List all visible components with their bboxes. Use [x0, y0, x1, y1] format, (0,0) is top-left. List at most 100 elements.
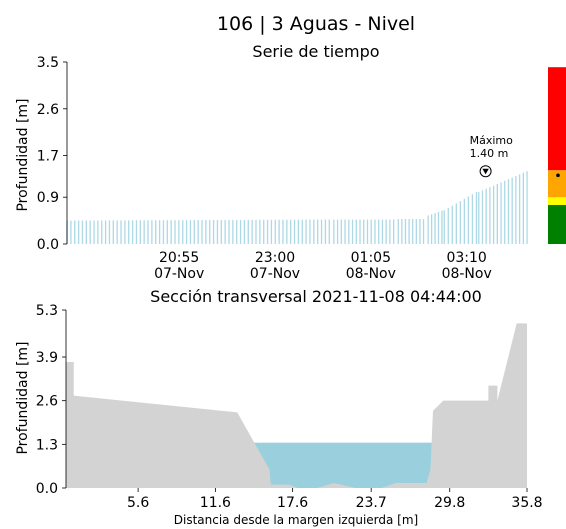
cross-section-ytick-label: 5.3 [36, 303, 58, 319]
level-bar [185, 220, 188, 244]
timeseries-plot: 3.52.61.70.90.020:5507-Nov23:0007-Nov01:… [37, 55, 566, 282]
level-bar [485, 188, 487, 244]
level-bar [108, 220, 111, 244]
level-bar [104, 220, 107, 244]
level-bar [270, 219, 273, 244]
level-bar [492, 185, 495, 244]
level-bar [422, 219, 425, 244]
level-bar [224, 219, 226, 244]
timeseries-title: Serie de tiempo [252, 42, 379, 61]
level-bar [209, 220, 211, 244]
level-bar [320, 219, 323, 244]
level-bar [255, 219, 257, 244]
level-bar [313, 219, 315, 244]
level-bar [401, 219, 403, 244]
level-bar [93, 220, 95, 244]
level-bar [158, 220, 161, 244]
level-bar [441, 210, 443, 244]
level-bar [135, 220, 138, 244]
cross-section-xtick-label: 11.6 [200, 495, 231, 511]
level-bar [274, 219, 276, 244]
level-bar [147, 220, 149, 244]
level-bar [481, 190, 484, 244]
level-bar [437, 211, 440, 244]
cross-section-xtick-label: 35.8 [511, 495, 542, 511]
level-bar [243, 219, 246, 244]
level-bar [220, 219, 222, 244]
level-bar [340, 219, 342, 244]
level-bar [412, 219, 414, 244]
level-bar [263, 219, 265, 244]
max-marker-arrow [482, 168, 489, 175]
timeseries-xtick-time: 23:00 [255, 250, 295, 266]
level-bar [120, 220, 122, 244]
level-bar [282, 219, 284, 244]
level-bar [278, 219, 280, 244]
level-bar [378, 219, 380, 244]
level-bar [174, 220, 176, 244]
max-label: Máximo [470, 134, 514, 147]
level-bar [101, 220, 103, 244]
cross-section-ytick-label: 0.0 [36, 481, 58, 497]
timeseries-ytick-label: 0.9 [37, 190, 59, 206]
level-bar [305, 219, 307, 244]
level-bar [143, 220, 145, 244]
level-bar [178, 220, 180, 244]
level-bar [162, 220, 165, 244]
timeseries-xtick-date: 07-Nov [154, 266, 204, 282]
cross-section-ytick-label: 2.6 [36, 394, 58, 410]
level-bar [515, 176, 517, 244]
level-bar [459, 201, 461, 244]
level-bar [236, 219, 238, 244]
level-bar [297, 219, 300, 244]
cross-section-xtick-label: 23.7 [356, 495, 387, 511]
level-bar [151, 220, 153, 244]
level-bar [193, 220, 195, 244]
level-bar [408, 219, 410, 244]
cross-section-xtick-label: 17.6 [277, 495, 308, 511]
level-bar [216, 220, 219, 244]
level-bar [463, 198, 466, 244]
level-bar [355, 219, 357, 244]
threshold-band [548, 205, 566, 244]
level-bar [112, 220, 114, 244]
current-level-dot [556, 173, 560, 178]
level-bar [471, 194, 474, 244]
cross-section-plot: 5.3 3.9 2.6 1.3 0.0 5.6 11.6 17.6 23.7 29.8 35.8 [36, 303, 543, 511]
level-bar [511, 177, 513, 244]
timeseries-ylabel: Profundidad [m] [15, 98, 31, 211]
level-bar [419, 219, 421, 244]
level-bar [393, 219, 395, 244]
level-bar [500, 182, 502, 244]
level-bar [489, 187, 491, 244]
level-bar [496, 184, 498, 244]
level-bar [374, 219, 376, 244]
level-bar [455, 203, 457, 245]
level-bar [522, 172, 524, 244]
level-bar [366, 219, 369, 244]
level-bar [504, 180, 506, 244]
level-bar [189, 220, 192, 244]
level-bar [239, 219, 242, 244]
figure-title: 106 | 3 Aguas - Nivel [217, 13, 415, 35]
level-bar [247, 219, 249, 244]
level-bar [447, 207, 449, 244]
level-bar [526, 171, 528, 244]
level-bar [74, 220, 76, 244]
level-bar [328, 219, 330, 244]
level-bar [290, 219, 292, 244]
level-bar [370, 219, 372, 244]
max-value: 1.40 m [470, 147, 509, 160]
level-bar [317, 219, 319, 244]
level-bar [197, 220, 199, 244]
cross-section-xtick-label: 29.8 [434, 495, 465, 511]
level-bar [251, 219, 253, 244]
level-bar [381, 219, 384, 244]
level-bar [293, 219, 296, 244]
threshold-band [548, 197, 566, 205]
level-bar [124, 220, 126, 244]
level-bar [404, 219, 407, 244]
timeseries-xtick-time: 20:55 [159, 250, 199, 266]
level-bar [359, 219, 361, 244]
cross-section-ytick-label: 3.9 [36, 350, 58, 366]
